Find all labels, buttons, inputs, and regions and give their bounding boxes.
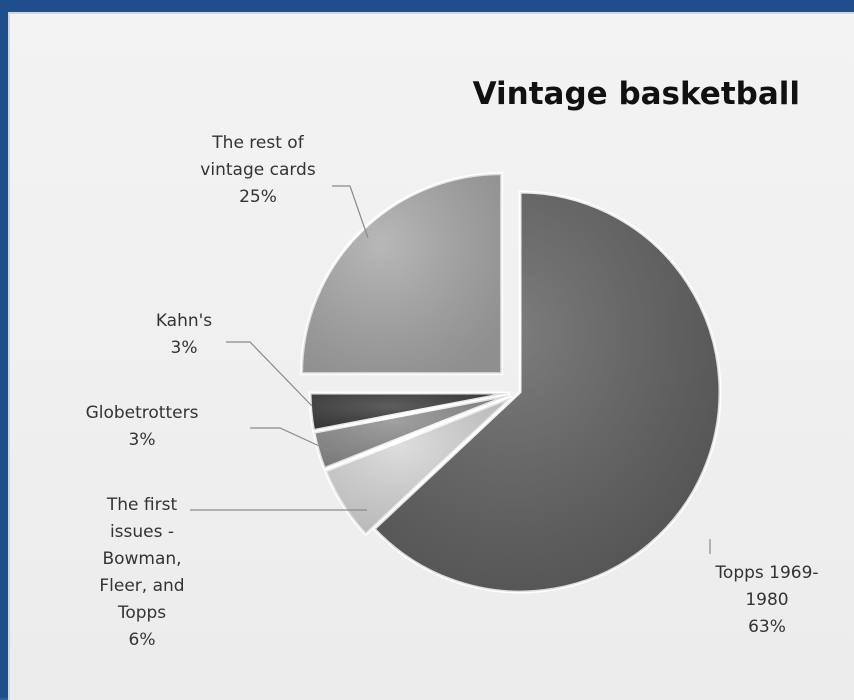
chart-panel: Vintage basketball Topps 1969- 1980 63% The… <box>8 12 854 700</box>
slice-label-line: 3% <box>129 430 156 450</box>
slice-label: Topps 1969- 1980 63% <box>714 563 818 637</box>
slice-label-line: vintage cards <box>200 160 316 180</box>
pie-slice-shading <box>310 392 511 431</box>
slice-label-line: Topps <box>117 603 166 623</box>
slice-label-line: The first <box>106 495 178 515</box>
slice-label-line: 1980 <box>745 590 788 610</box>
slice-label-line: 6% <box>129 630 156 650</box>
slice-label-line: Topps 1969- <box>714 563 818 583</box>
pie-slice-shading <box>301 173 502 374</box>
leader-line <box>250 427 329 451</box>
pie-chart: Vintage basketball Topps 1969- 1980 63% The… <box>86 76 819 650</box>
slice-label-line: issues - <box>110 522 174 542</box>
leader-line <box>332 185 369 239</box>
slice-labels: Topps 1969- 1980 63% The first issues - Bowma… <box>86 133 819 650</box>
leader-lines <box>190 185 711 554</box>
slice-label-line: Fleer, and <box>99 576 184 596</box>
slice-label-line: Globetrotters <box>86 403 199 423</box>
pie-slice-shading <box>374 192 720 593</box>
slice-label: Kahn's 3% <box>156 311 212 358</box>
slice-label-line: 25% <box>239 187 277 207</box>
slice-label: The first issues - Bowman, Fleer, and Topps 6… <box>99 495 184 650</box>
leader-line <box>226 341 313 407</box>
slice-label-line: Bowman, <box>102 549 181 569</box>
pie-slice-shading <box>313 394 511 469</box>
slice-label-line: 3% <box>171 338 198 358</box>
chart-title: Vintage basketball <box>473 76 800 112</box>
slice-label-line: The rest of <box>211 133 304 153</box>
slice-label: The rest of vintage cards 25% <box>200 133 316 207</box>
pie-slice-shading <box>325 397 512 535</box>
slice-label-line: 63% <box>748 617 786 637</box>
pie-slices <box>300 172 722 594</box>
slice-label-line: Kahn's <box>156 311 212 331</box>
slice-label: Globetrotters 3% <box>86 403 199 450</box>
